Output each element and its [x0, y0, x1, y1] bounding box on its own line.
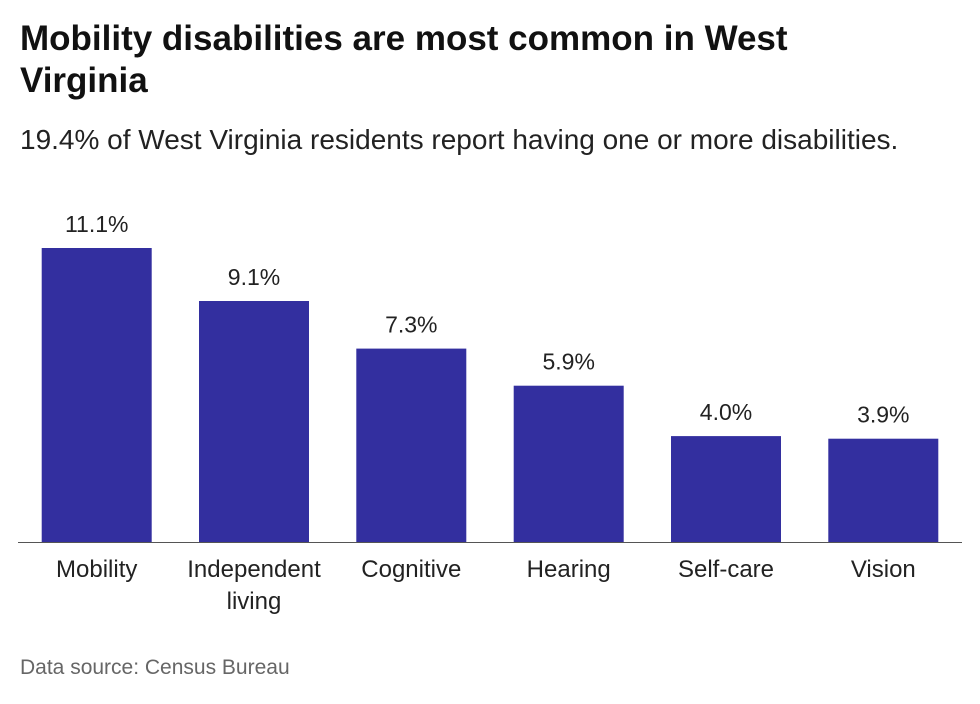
data-label: 9.1%: [228, 264, 280, 290]
chart-title: Mobility disabilities are most common in…: [20, 19, 788, 100]
chart-subtitle: 19.4% of West Virginia residents report …: [20, 124, 899, 155]
data-label: 7.3%: [385, 312, 437, 338]
category-label-line: Hearing: [527, 556, 611, 583]
bar-vision: [828, 438, 939, 542]
category-label-line: Mobility: [56, 556, 137, 583]
data-label: 11.1%: [65, 211, 129, 237]
category-label-line: Independent: [187, 556, 321, 583]
category-label-line: Vision: [851, 556, 916, 583]
category-label: Vision: [851, 556, 916, 583]
category-label: Mobility: [56, 556, 137, 583]
data-label: 3.9%: [857, 402, 909, 428]
bar-mobility: [41, 248, 152, 542]
category-label: Self-care: [678, 556, 774, 583]
data-label: 5.9%: [542, 349, 594, 375]
data-source-note: Data source: Census Bureau: [20, 656, 290, 679]
category-label: Cognitive: [361, 556, 461, 583]
category-label-line: Self-care: [678, 556, 774, 583]
category-label: Independent living: [187, 556, 321, 615]
category-label: Hearing: [527, 556, 611, 583]
bar-independent-living: [199, 301, 309, 542]
category-label-line: living: [227, 588, 282, 615]
category-label-line: Cognitive: [361, 556, 461, 583]
data-label: 4.0%: [700, 399, 752, 425]
bar-cognitive: [356, 348, 467, 542]
bar-self-care: [671, 436, 781, 542]
bar-hearing: [513, 385, 624, 542]
